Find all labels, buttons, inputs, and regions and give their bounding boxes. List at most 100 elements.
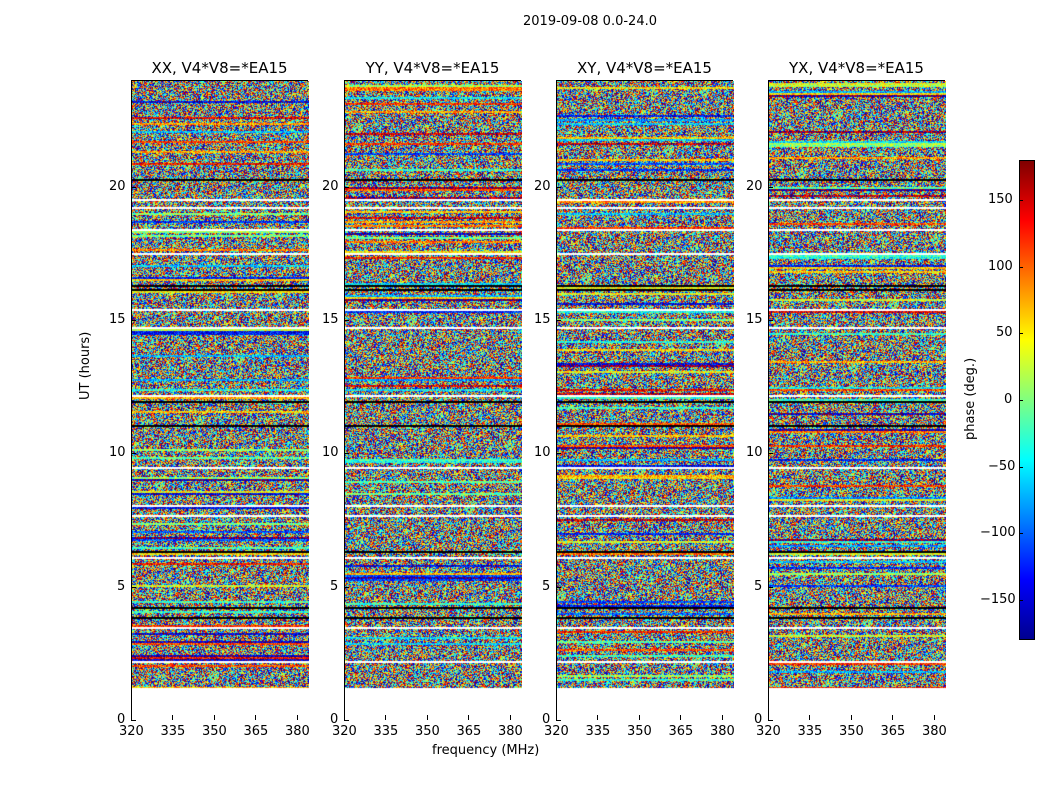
y-tick-label: 0 — [330, 712, 339, 727]
heatmap-canvas — [132, 81, 309, 721]
y-tick-mark — [131, 453, 136, 455]
x-tick-mark — [768, 715, 769, 720]
y-tick-mark — [131, 320, 136, 321]
x-tick-mark — [680, 715, 682, 720]
x-tick-label: 320 — [756, 724, 781, 739]
y-tick-mark — [556, 186, 561, 188]
colorbar-tick-label: −150 — [980, 592, 1016, 607]
y-tick-label: 10 — [322, 445, 339, 461]
y-tick-mark — [556, 320, 561, 321]
colorbar-label: phase (deg.) — [963, 357, 978, 440]
x-tick-mark — [296, 715, 298, 720]
x-tick-label: 365 — [668, 724, 694, 739]
panel-3 — [556, 80, 734, 721]
x-tick-mark — [597, 715, 599, 720]
y-tick-label: 5 — [117, 578, 126, 594]
panel-1 — [131, 80, 309, 721]
y-tick-mark — [556, 720, 561, 721]
x-tick-mark — [426, 715, 428, 720]
y-tick-mark — [768, 453, 773, 455]
colorbar-tick-mark — [1019, 600, 1023, 601]
x-tick-label: 320 — [119, 724, 144, 739]
x-tick-mark — [809, 715, 811, 720]
y-tick-label: 15 — [746, 312, 763, 327]
y-tick-mark — [344, 720, 349, 721]
colorbar-tick-mark — [1019, 466, 1023, 468]
x-tick-mark — [131, 715, 132, 720]
x-tick-mark — [344, 715, 345, 720]
y-axis-label: UT (hours) — [78, 331, 93, 400]
heatmap-canvas — [345, 81, 522, 721]
x-tick-mark — [556, 715, 557, 720]
x-tick-mark — [385, 715, 387, 720]
panel-2 — [344, 80, 522, 721]
x-tick-label: 335 — [160, 724, 186, 739]
x-tick-mark — [213, 715, 215, 720]
x-tick-mark — [892, 715, 894, 720]
y-tick-mark — [556, 453, 561, 455]
x-tick-mark — [509, 715, 511, 720]
x-tick-label: 335 — [585, 724, 611, 739]
x-tick-label: 320 — [544, 724, 569, 739]
y-tick-mark — [768, 320, 773, 321]
y-tick-mark — [131, 586, 136, 588]
y-tick-mark — [131, 720, 136, 721]
panel-title: XY, V4*V8=*EA15 — [577, 59, 712, 77]
x-tick-mark — [172, 715, 174, 720]
y-tick-label: 0 — [542, 712, 551, 727]
y-tick-mark — [768, 586, 773, 588]
panel-title: XX, V4*V8=*EA15 — [151, 59, 288, 77]
colorbar-tick-label: 100 — [988, 258, 1013, 274]
panel-title: YX, V4*V8=*EA15 — [789, 59, 924, 77]
colorbar-tick-label: −100 — [980, 525, 1016, 541]
x-tick-mark — [721, 715, 723, 720]
colorbar-tick-label: 0 — [1004, 392, 1013, 407]
colorbar-tick-label: 50 — [996, 325, 1013, 341]
y-tick-label: 15 — [534, 312, 551, 327]
y-tick-mark — [344, 586, 349, 588]
x-tick-mark — [638, 715, 640, 720]
y-tick-label: 10 — [746, 445, 763, 461]
x-tick-label: 335 — [797, 724, 823, 739]
panel-4 — [768, 80, 946, 721]
x-tick-label: 365 — [243, 724, 269, 739]
y-tick-mark — [344, 320, 349, 321]
colorbar-tick-label: −50 — [988, 458, 1016, 474]
y-tick-label: 15 — [322, 312, 339, 327]
y-tick-label: 5 — [754, 578, 763, 594]
y-tick-mark — [768, 720, 773, 721]
y-tick-mark — [131, 186, 136, 188]
x-tick-label: 380 — [921, 724, 947, 739]
y-tick-label: 10 — [534, 445, 551, 461]
y-tick-mark — [344, 453, 349, 455]
x-tick-label: 365 — [880, 724, 906, 739]
colorbar-tick-mark — [1019, 200, 1023, 201]
colorbar-tick-mark — [1019, 266, 1023, 268]
x-tick-label: 380 — [709, 724, 735, 739]
y-tick-label: 0 — [754, 712, 763, 727]
y-tick-label: 15 — [109, 312, 126, 327]
colorbar-tick-label: 150 — [988, 192, 1013, 207]
x-tick-mark — [468, 715, 470, 720]
y-tick-label: 5 — [330, 578, 339, 594]
x-tick-label: 350 — [414, 724, 440, 739]
x-tick-mark — [850, 715, 852, 720]
y-tick-label: 20 — [322, 178, 339, 194]
x-tick-label: 350 — [626, 724, 652, 739]
figure-title: 2019-09-08 0.0-24.0 — [523, 14, 657, 29]
colorbar-tick-mark — [1019, 400, 1023, 401]
heatmap-canvas — [769, 81, 946, 721]
y-tick-label: 10 — [109, 445, 126, 461]
y-tick-mark — [344, 186, 349, 188]
y-tick-label: 5 — [542, 578, 551, 594]
x-tick-label: 335 — [373, 724, 399, 739]
x-tick-label: 365 — [456, 724, 482, 739]
x-tick-label: 380 — [497, 724, 523, 739]
x-tick-label: 380 — [284, 724, 310, 739]
colorbar-tick-mark — [1019, 333, 1023, 335]
x-tick-mark — [255, 715, 257, 720]
y-tick-label: 0 — [117, 712, 126, 727]
y-tick-label: 20 — [534, 178, 551, 194]
x-axis-label: frequency (MHz) — [432, 743, 540, 758]
